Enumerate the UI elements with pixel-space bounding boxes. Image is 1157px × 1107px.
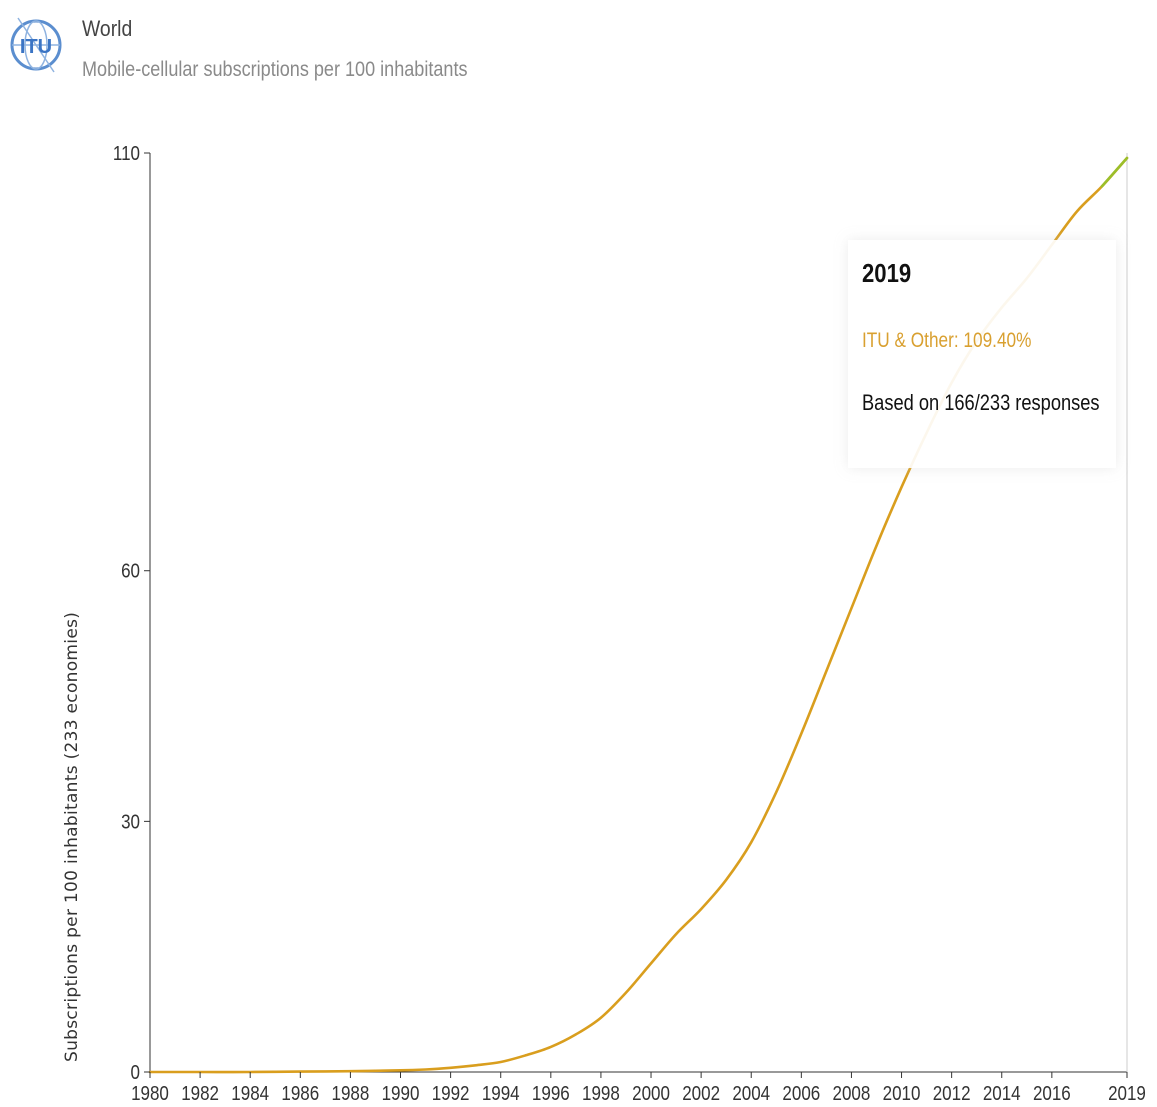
y-tick-label: 0 [131, 1061, 140, 1084]
data-point[interactable] [1074, 209, 1080, 215]
data-point[interactable] [1099, 183, 1105, 189]
x-tick-label: 2004 [732, 1082, 770, 1105]
data-point[interactable] [423, 1067, 429, 1073]
data-point[interactable] [648, 960, 654, 966]
x-tick-label: 1998 [582, 1082, 620, 1105]
x-tick-label: 1990 [382, 1082, 420, 1105]
data-point[interactable] [823, 668, 829, 674]
data-point[interactable] [1124, 155, 1130, 161]
data-point[interactable] [698, 906, 704, 912]
x-tick-label: 1994 [482, 1082, 520, 1105]
y-tick-label: 110 [113, 142, 140, 165]
y-axis-ticks: 0 30 60 110 [113, 142, 150, 1084]
chart-title: World [82, 16, 133, 41]
x-tick-label: 1996 [532, 1082, 570, 1105]
x-tick-label: 2008 [833, 1082, 871, 1105]
tooltip-series-value: ITU & Other: 109.40% [862, 329, 1032, 352]
itu-logo-icon: ITU [10, 17, 62, 73]
x-axis-ticks: 1980 1982 1984 1986 1988 1990 1992 1994 1996 1998… [131, 1072, 1146, 1104]
data-point[interactable] [773, 789, 779, 795]
data-point[interactable] [874, 543, 880, 549]
x-tick-label: 2006 [782, 1082, 820, 1105]
series-line-end-segment [1100, 156, 1129, 188]
x-tick-label: 1982 [181, 1082, 219, 1105]
tooltip-responses-note: Based on 166/233 responses [862, 390, 1100, 415]
x-tick-label: 2014 [983, 1082, 1021, 1105]
x-tick-label: 1988 [332, 1082, 370, 1105]
data-point[interactable] [798, 731, 804, 737]
x-tick-label: 2012 [933, 1082, 971, 1105]
x-tick-label: 1992 [432, 1082, 470, 1105]
x-tick-label: 2019 [1108, 1082, 1146, 1105]
data-point[interactable] [523, 1052, 529, 1058]
data-point[interactable] [899, 484, 905, 490]
data-point[interactable] [723, 877, 729, 883]
chart-header: ITU World Mobile-cellular subscriptions … [8, 6, 708, 86]
data-tooltip: 2019 ITU & Other: 109.40% Based on 166/2… [848, 240, 1116, 468]
itu-logo-text: ITU [20, 36, 52, 58]
x-tick-label: 2002 [682, 1082, 720, 1105]
x-tick-label: 1986 [281, 1082, 319, 1105]
data-point[interactable] [448, 1065, 454, 1071]
data-point[interactable] [748, 839, 754, 845]
data-point[interactable] [848, 605, 854, 611]
x-tick-label: 1980 [131, 1082, 169, 1105]
tooltip-year: 2019 [862, 258, 912, 288]
x-tick-label: 2000 [632, 1082, 670, 1105]
x-tick-label: 1984 [231, 1082, 269, 1105]
y-tick-label: 30 [121, 810, 140, 833]
y-tick-label: 60 [121, 559, 140, 582]
data-point[interactable] [548, 1044, 554, 1050]
data-point[interactable] [623, 990, 629, 996]
x-tick-label: 2016 [1033, 1082, 1071, 1105]
chart-subtitle: Mobile-cellular subscriptions per 100 in… [82, 58, 468, 81]
data-point[interactable] [573, 1031, 579, 1037]
data-point[interactable] [673, 931, 679, 937]
data-point[interactable] [598, 1015, 604, 1021]
data-point[interactable] [498, 1059, 504, 1065]
data-point[interactable] [473, 1062, 479, 1068]
x-tick-label: 2010 [883, 1082, 921, 1105]
